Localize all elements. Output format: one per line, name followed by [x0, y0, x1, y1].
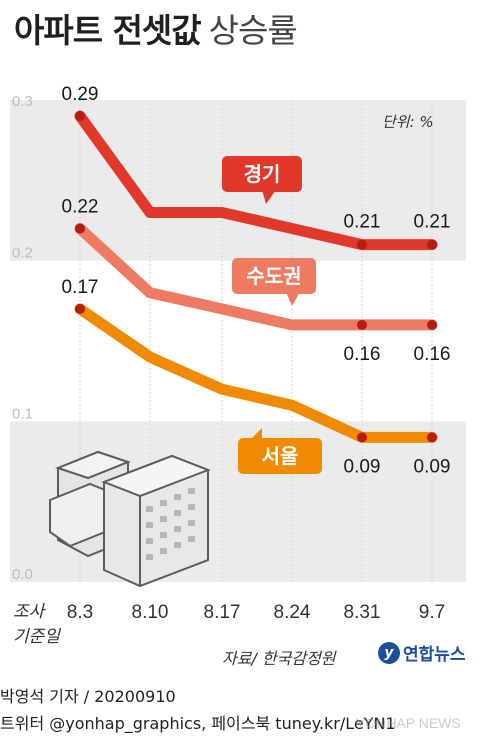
unit-label: 단위: % — [382, 113, 434, 131]
social-links: 트위터 @yonhap_graphics, 페이스북 tuney.kr/LeYN… — [0, 714, 396, 733]
data-label: 0.09 — [414, 456, 451, 477]
data-label: 0.17 — [62, 277, 99, 298]
yonhap-logo-icon: y — [378, 641, 400, 664]
data-label: 0.16 — [414, 344, 451, 365]
title-sub: 상승률 — [208, 11, 298, 50]
x-axis-ticks: 8.3 8.10 8.17 8.24 8.31 9.7 — [67, 602, 445, 623]
data-point — [357, 239, 367, 250]
legend-callout-seoul: 서울 — [238, 438, 322, 474]
reporter-byline: 박영석 기자 / 20200910 — [0, 687, 176, 706]
legend-label-sudogwon: 수도권 — [246, 264, 302, 288]
legend-callout-sudogwon: 수도권 — [232, 258, 316, 294]
y-axis-ticks: 0.0 0.1 0.2 0.3 — [12, 93, 33, 583]
series-layer — [74, 110, 438, 443]
x-tick-label: 8.10 — [132, 602, 169, 623]
series-line-0 — [74, 110, 438, 251]
data-label: 0.21 — [344, 212, 381, 233]
survey-date-label: 조사 기준일 — [13, 600, 60, 650]
data-labels: 0.29 0.21 0.21 0.22 0.16 0.16 0.17 0.09 0.09 — [62, 84, 451, 477]
data-point — [427, 239, 437, 250]
x-tick-label: 9.7 — [419, 602, 445, 623]
yonhap-logo: y 연합뉴스 — [378, 640, 466, 665]
y-tick-label: 0.3 — [12, 93, 33, 110]
data-label: 0.29 — [62, 84, 99, 105]
legend-label-seoul: 서울 — [261, 444, 299, 468]
survey-label-line1: 조사 — [13, 602, 45, 622]
building-illustration — [49, 450, 211, 588]
y-tick-label: 0.0 — [12, 566, 33, 583]
x-tick-label: 8.24 — [274, 602, 311, 623]
data-label: 0.09 — [344, 456, 381, 477]
legend-label-gyeonggi: 경기 — [243, 162, 281, 186]
data-label: 0.16 — [344, 344, 381, 365]
data-point — [75, 303, 85, 314]
data-point — [75, 111, 85, 122]
x-tick-label: 8.3 — [67, 602, 93, 623]
data-point — [357, 432, 367, 443]
title-main: 아파트 전셋값 — [14, 11, 202, 50]
y-tick-label: 0.1 — [12, 405, 33, 422]
data-label: 0.21 — [414, 212, 451, 233]
watermark: YONHAP NEWS — [356, 715, 461, 731]
data-point — [427, 432, 437, 443]
data-point — [75, 223, 85, 234]
logo-text: 연합뉴스 — [403, 645, 466, 665]
series-line-1 — [74, 223, 438, 331]
y-tick-label: 0.2 — [12, 245, 33, 262]
x-tick-label: 8.31 — [344, 602, 381, 623]
data-label: 0.22 — [62, 197, 99, 218]
data-point — [357, 319, 367, 330]
chart-title: 아파트 전셋값 상승률 — [14, 11, 298, 50]
legend-callout-gyeonggi: 경기 — [222, 156, 302, 192]
x-tick-label: 8.17 — [204, 602, 241, 623]
source-label: 자료/ 한국감정원 — [222, 649, 336, 668]
series-line-2 — [74, 303, 438, 443]
survey-label-line2: 기준일 — [13, 627, 60, 647]
data-point — [427, 319, 437, 330]
